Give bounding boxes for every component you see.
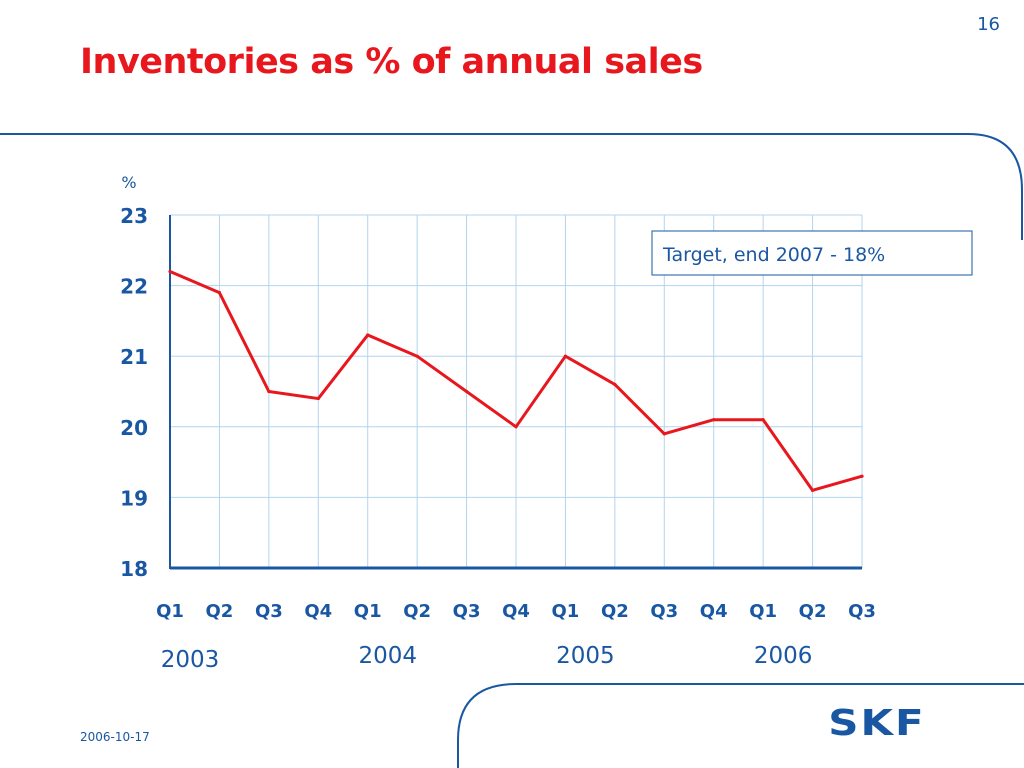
data-point — [563, 354, 568, 358]
target-annotation: Target, end 2007 - 18% — [651, 230, 973, 276]
data-point — [662, 432, 666, 436]
year-label: 2004 — [358, 643, 417, 669]
x-tick-labels: Q1 Q2 Q3 Q4 Q1 Q2 Q3 Q4 Q1 Q2 Q3 Q4 Q1 Q2 Q3 — [156, 601, 876, 622]
data-point — [514, 425, 518, 429]
x-tick-label: Q1 — [354, 601, 382, 622]
annotation-text: Target, end 2007 - 18% — [662, 244, 885, 266]
x-tick-label: Q3 — [453, 601, 481, 622]
data-point — [860, 474, 864, 478]
skf-logo: SKF — [806, 702, 948, 738]
year-label: 2006 — [754, 643, 813, 669]
x-tick-label: Q3 — [650, 601, 678, 622]
data-point — [810, 488, 815, 492]
annotation-box — [651, 230, 973, 276]
x-tick-label: Q2 — [601, 601, 629, 622]
x-tick-label: Q3 — [848, 601, 876, 622]
data-point — [613, 382, 617, 387]
y-axis-label: % — [121, 173, 136, 192]
x-tick-label: Q4 — [304, 601, 332, 622]
chart-axes — [169, 215, 862, 570]
x-tick-label: Q2 — [403, 601, 431, 622]
y-tick-label: 18 — [120, 557, 148, 581]
year-label: 2003 — [161, 647, 220, 673]
x-tick-label: Q1 — [552, 601, 580, 622]
data-point — [316, 396, 320, 401]
data-point — [366, 333, 370, 337]
footer-date: 2006-10-17 — [80, 730, 150, 744]
x-tick-label: Q1 — [156, 601, 184, 622]
decor-curve-bottom — [457, 683, 1024, 768]
x-tick-label: Q2 — [799, 601, 827, 622]
y-tick-label: 19 — [120, 486, 148, 510]
data-point — [267, 389, 271, 394]
year-label: 2005 — [556, 643, 615, 669]
page-title: Inventories as % of annual sales — [80, 42, 703, 82]
y-tick-label: 20 — [120, 416, 148, 440]
svg-text:SKF: SKF — [828, 703, 925, 738]
y-tick-label: 23 — [120, 204, 148, 228]
y-tick-label: 22 — [120, 275, 148, 299]
series-lines — [168, 269, 864, 492]
data-point — [168, 269, 172, 274]
y-tick-labels: 18 19 20 21 22 23 — [120, 204, 148, 581]
data-point — [761, 418, 765, 422]
page-number: 16 — [977, 14, 1000, 35]
x-tick-label: Q3 — [255, 601, 283, 622]
x-tick-label: Q4 — [502, 601, 530, 622]
x-tick-label: Q1 — [749, 601, 777, 622]
year-labels: 2003 2004 2005 2006 — [161, 643, 813, 673]
x-tick-label: Q4 — [700, 601, 728, 622]
data-point — [464, 389, 469, 394]
x-tick-label: Q2 — [206, 601, 234, 622]
decor-curve-top — [0, 133, 1023, 240]
data-point — [712, 418, 716, 422]
y-tick-label: 21 — [120, 345, 148, 369]
data-point — [415, 354, 419, 358]
data-point — [217, 291, 222, 295]
